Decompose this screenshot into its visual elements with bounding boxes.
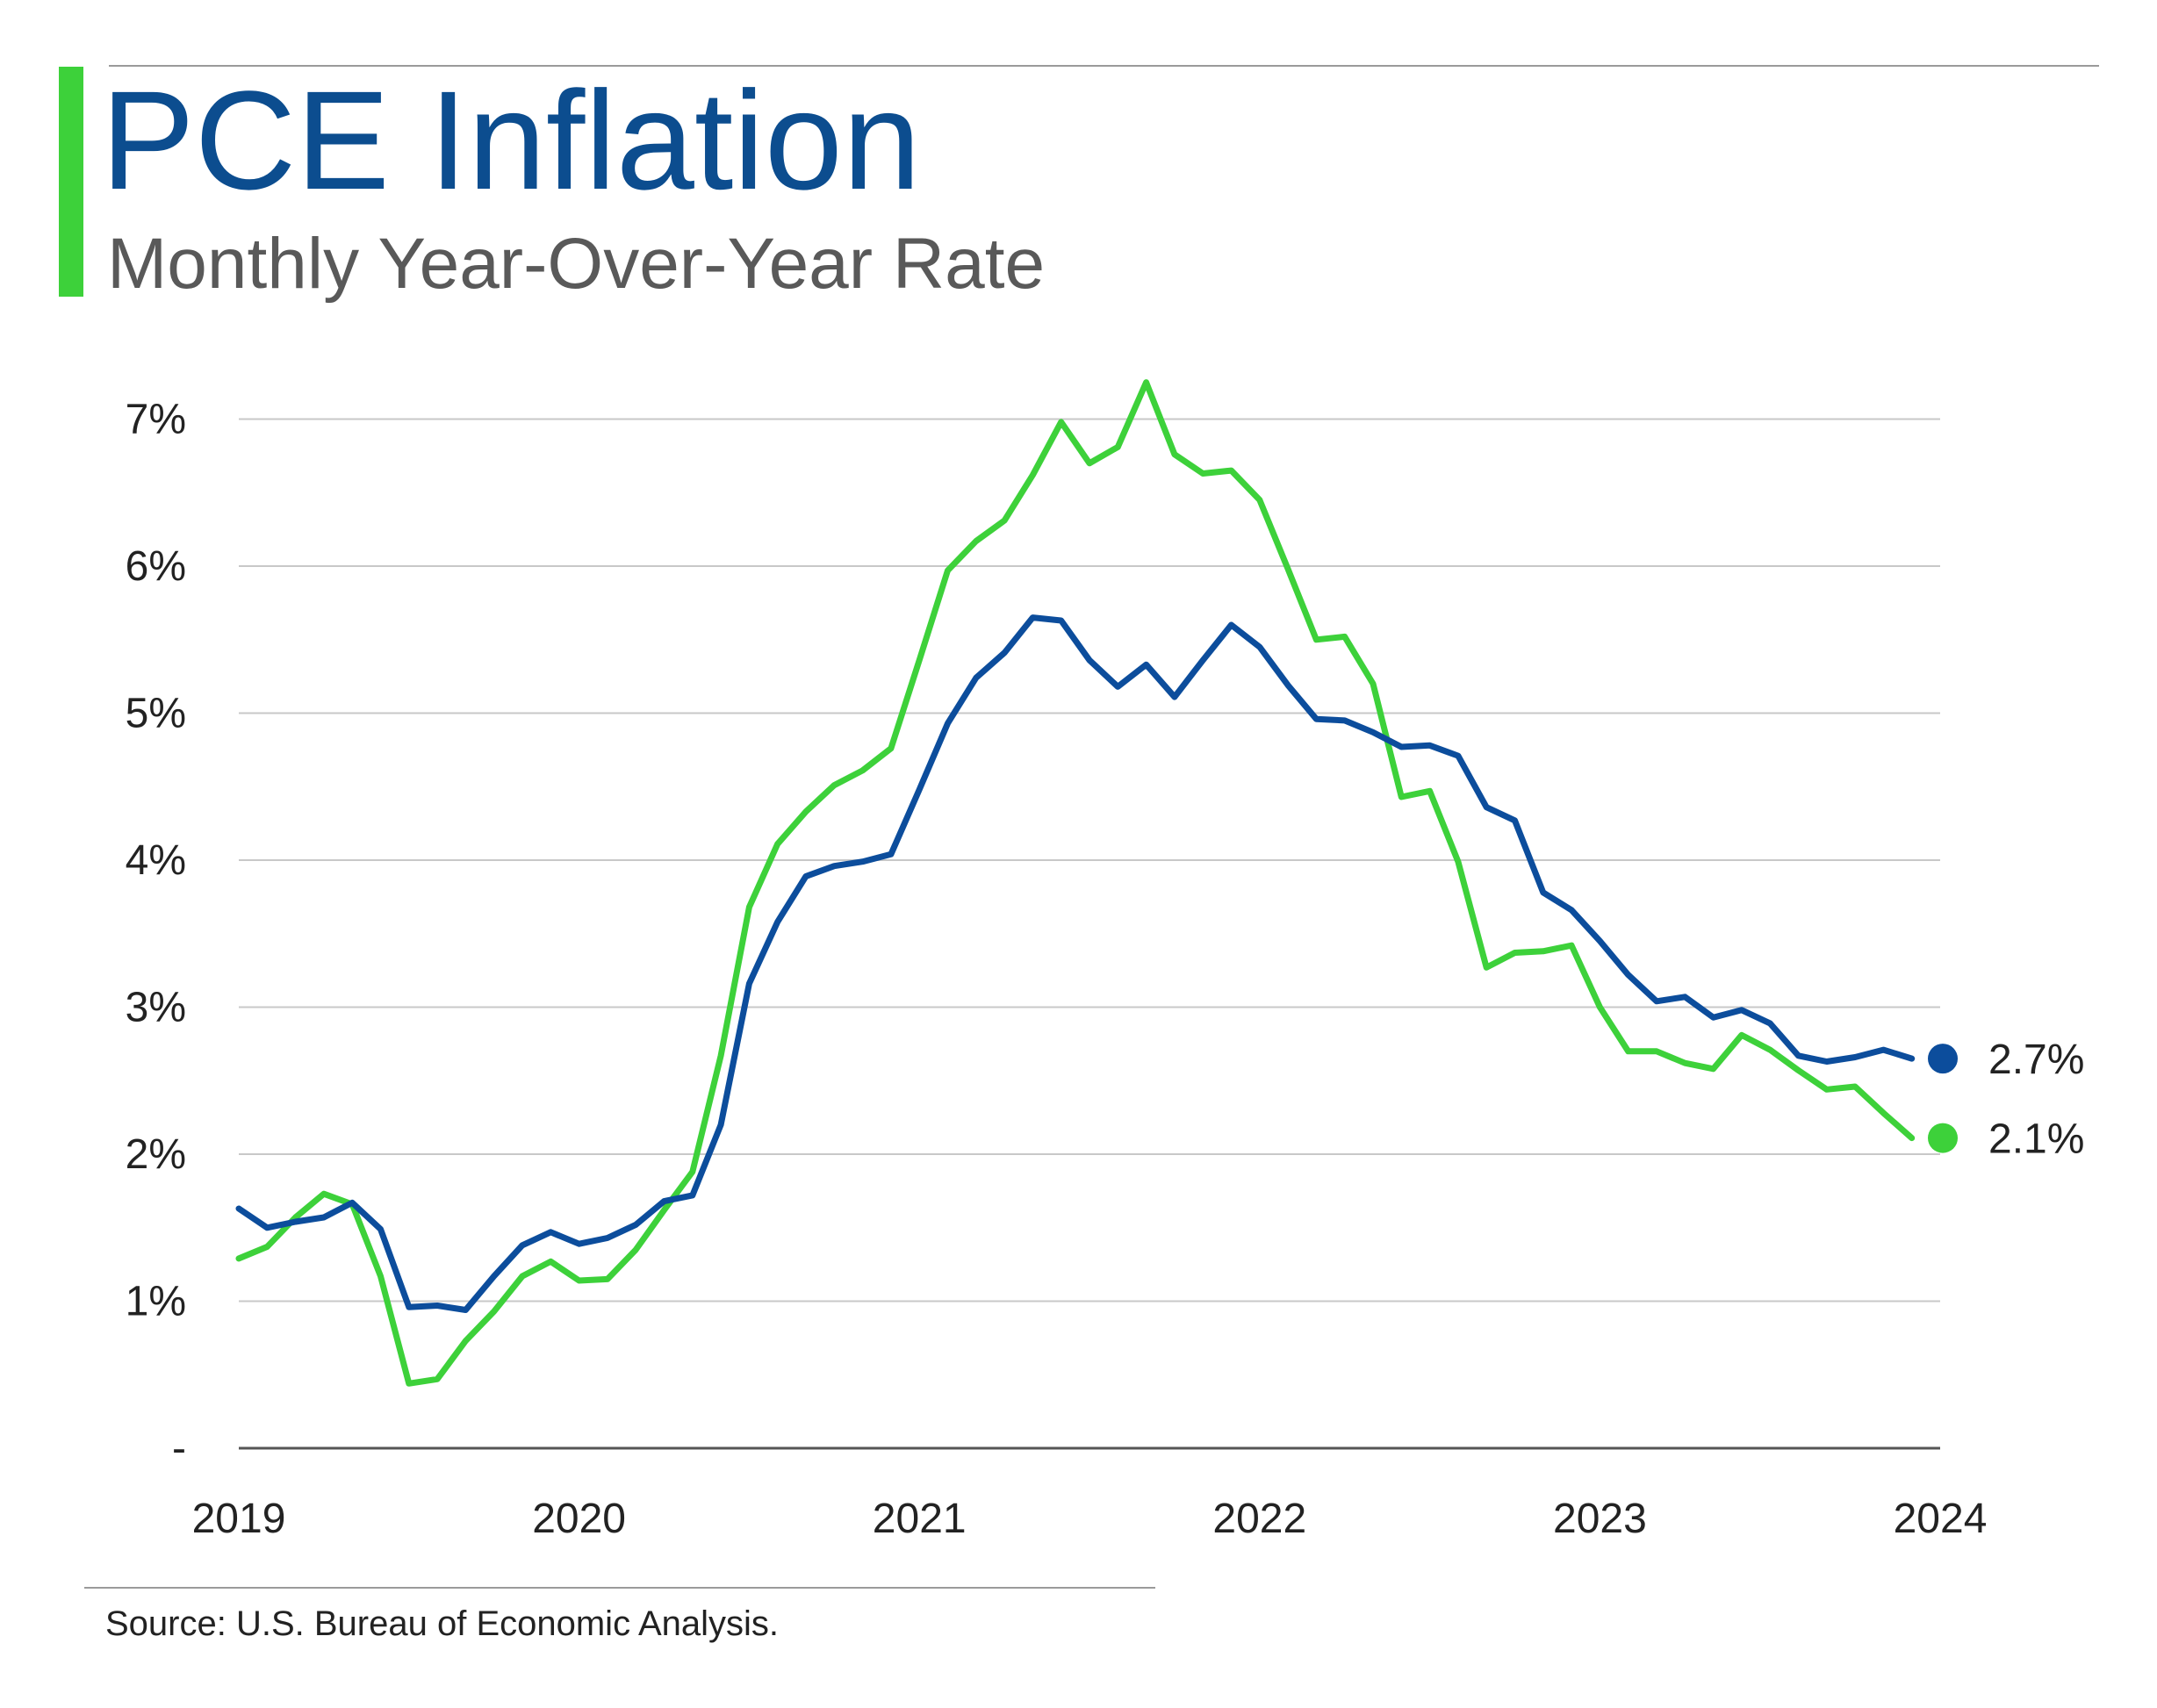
end-point-marker bbox=[1928, 1044, 1958, 1074]
series-lines bbox=[235, 379, 1916, 1387]
x-tick-label: 2022 bbox=[1212, 1496, 1306, 1542]
y-tick-label: 4% bbox=[126, 837, 186, 884]
y-tick-label: 7% bbox=[126, 397, 186, 443]
series-line-0 bbox=[235, 614, 1916, 1313]
top-rule bbox=[109, 65, 2099, 67]
source-rule bbox=[84, 1587, 1155, 1589]
x-tick-label: 2024 bbox=[1894, 1496, 1988, 1542]
page-subtitle: Monthly Year-Over-Year Rate bbox=[107, 224, 1046, 304]
y-tick-label: 5% bbox=[126, 691, 186, 737]
y-tick-label: 3% bbox=[126, 985, 186, 1031]
series-line-1 bbox=[235, 379, 1916, 1387]
end-point-marker bbox=[1928, 1123, 1958, 1153]
source-note: Source: U.S. Bureau of Economic Analysis… bbox=[105, 1604, 780, 1643]
accent-bar bbox=[59, 67, 83, 297]
end-markers: 2.7% 2.1% bbox=[1928, 1037, 2084, 1163]
x-axis-labels: 2019 2020 2021 2022 2023 2024 bbox=[192, 1496, 1988, 1542]
end-value-label: 2.1% bbox=[1988, 1116, 2084, 1163]
y-tick-label: 2% bbox=[126, 1131, 186, 1178]
y-axis-labels: - 1% 2% 3% 4% 5% 6% 7% bbox=[126, 397, 186, 1473]
y-tick-label: - bbox=[172, 1425, 186, 1472]
x-tick-label: 2021 bbox=[873, 1496, 967, 1542]
y-tick-label: 1% bbox=[126, 1279, 186, 1325]
y-tick-label: 6% bbox=[126, 543, 186, 590]
end-value-label: 2.7% bbox=[1988, 1037, 2084, 1083]
x-tick-label: 2023 bbox=[1553, 1496, 1647, 1542]
x-tick-label: 2020 bbox=[532, 1496, 626, 1542]
page-title: PCE Inflation bbox=[101, 61, 921, 219]
x-tick-label: 2019 bbox=[192, 1496, 286, 1542]
gridlines bbox=[239, 418, 1940, 1450]
